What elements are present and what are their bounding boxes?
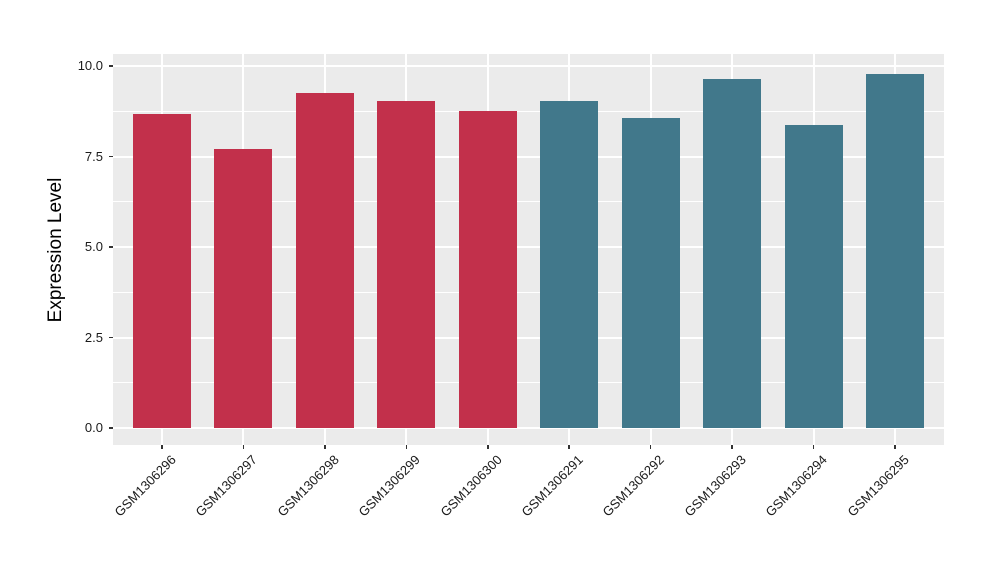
y-tick-label: 0.0 bbox=[84, 420, 103, 435]
x-tick-label: GSM1306293 bbox=[681, 452, 749, 520]
bar bbox=[540, 101, 599, 428]
bar bbox=[458, 110, 517, 428]
y-gridline-major bbox=[113, 336, 944, 339]
y-tick-mark bbox=[109, 336, 113, 339]
y-gridline-major bbox=[113, 427, 944, 429]
bar bbox=[866, 73, 924, 428]
y-gridline-minor bbox=[113, 201, 944, 203]
x-tick-label: GSM1306296 bbox=[111, 452, 179, 520]
y-tick-mark bbox=[109, 427, 113, 429]
y-tick-mark bbox=[109, 65, 113, 67]
x-tick-mark bbox=[487, 445, 489, 449]
x-tick-mark bbox=[324, 445, 326, 449]
bar bbox=[214, 149, 273, 428]
x-tick-label: GSM1306298 bbox=[274, 452, 342, 520]
x-tick-mark bbox=[894, 445, 896, 449]
x-tick-mark bbox=[649, 445, 652, 449]
x-tick-label: GSM1306295 bbox=[844, 452, 912, 520]
x-tick-label: GSM1306299 bbox=[355, 452, 423, 520]
bar bbox=[621, 118, 680, 428]
x-tick-mark bbox=[568, 445, 570, 449]
bar bbox=[784, 124, 843, 428]
y-tick-label: 7.5 bbox=[84, 148, 103, 164]
y-tick-label: 2.5 bbox=[84, 329, 103, 345]
x-tick-mark bbox=[242, 445, 245, 449]
bar bbox=[133, 114, 191, 428]
y-gridline-major bbox=[113, 246, 944, 248]
y-tick-label: 10.0 bbox=[77, 58, 103, 73]
bar bbox=[377, 101, 436, 428]
y-gridline-minor bbox=[113, 291, 944, 293]
bar bbox=[703, 79, 762, 428]
x-tick-label: GSM1306297 bbox=[192, 452, 261, 520]
y-gridline-minor bbox=[113, 110, 944, 112]
y-tick-mark bbox=[109, 246, 113, 248]
x-tick-mark bbox=[812, 445, 815, 449]
y-tick-label: 5.0 bbox=[84, 239, 103, 254]
y-gridline-minor bbox=[113, 382, 944, 384]
x-tick-mark bbox=[405, 445, 408, 449]
y-gridline-major bbox=[113, 155, 944, 158]
x-tick-label: GSM1306291 bbox=[518, 452, 586, 520]
y-gridline-major bbox=[113, 65, 944, 67]
bar bbox=[295, 93, 354, 428]
y-tick-mark bbox=[109, 155, 113, 158]
x-tick-label: GSM1306292 bbox=[599, 452, 668, 520]
x-tick-label: GSM1306300 bbox=[437, 452, 505, 520]
plot-panel bbox=[113, 54, 944, 445]
x-tick-label: GSM1306294 bbox=[762, 452, 831, 520]
x-tick-mark bbox=[161, 445, 163, 449]
x-tick-mark bbox=[731, 445, 733, 449]
